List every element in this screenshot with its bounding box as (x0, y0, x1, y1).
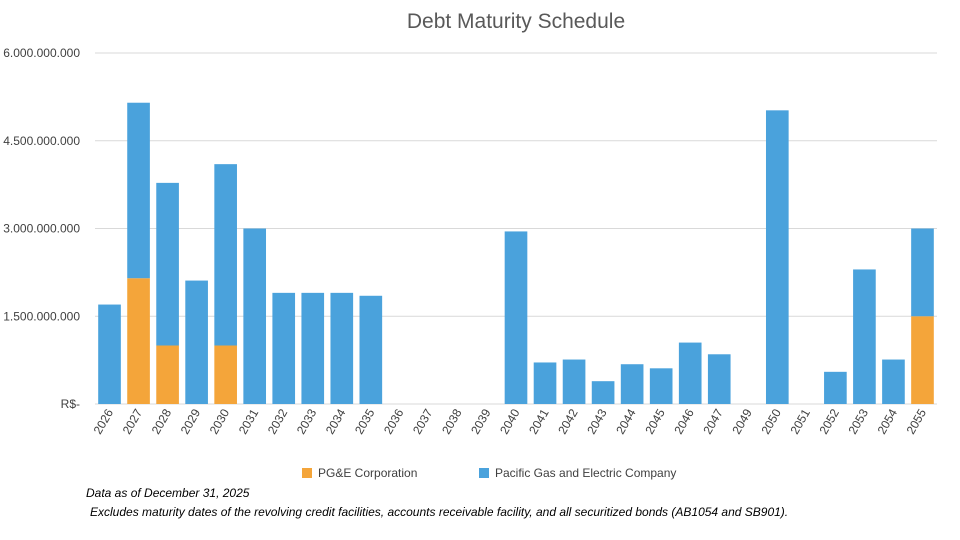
y-tick-label: 6.000.000.000 (3, 46, 80, 60)
bar-pacific-gas-electric-2029 (185, 280, 208, 404)
bar-pacific-gas-electric-2046 (678, 342, 702, 404)
x-tick-label-2031: 2031 (236, 406, 262, 436)
bar-pacific-gas-electric-2030 (214, 164, 237, 346)
x-tick-label-2033: 2033 (294, 406, 320, 436)
bar-pacific-gas-electric-2042 (562, 359, 586, 404)
bar-pacific-gas-electric-2054 (882, 359, 905, 404)
x-tick-label-2037: 2037 (410, 406, 436, 436)
data-date-note: Data as of December 31, 2025 (86, 486, 250, 500)
x-tick-label-2040: 2040 (497, 406, 523, 436)
x-tick-label-2030: 2030 (207, 406, 233, 436)
legend-label-utility: Pacific Gas and Electric Company (495, 466, 677, 480)
bar-pacific-gas-electric-2040 (504, 231, 528, 404)
x-tick-label-2049: 2049 (729, 406, 755, 436)
x-axis-tick-labels: 2026 2027 2028 2029 2030 2031 2032 2033 2034 2035… (91, 406, 930, 436)
bar-pacific-gas-electric-2041 (533, 362, 557, 404)
x-tick-label-2054: 2054 (875, 406, 901, 436)
x-tick-label-2044: 2044 (613, 406, 639, 436)
x-tick-label-2036: 2036 (381, 406, 407, 436)
bar-pge-corporation-2027 (127, 278, 150, 404)
x-tick-label-2045: 2045 (642, 406, 668, 436)
bar-pacific-gas-electric-2045 (649, 368, 673, 404)
x-tick-label-2050: 2050 (758, 406, 784, 436)
bar-pacific-gas-electric-2055 (911, 228, 934, 317)
x-tick-label-2042: 2042 (555, 406, 581, 436)
bar-pacific-gas-electric-2027 (127, 102, 150, 279)
bar-pge-corporation-2030 (214, 345, 237, 404)
y-tick-label: 4.500.000.000 (3, 134, 80, 148)
bar-pacific-gas-electric-2026 (98, 304, 121, 404)
bar-pacific-gas-electric-2031 (243, 228, 267, 404)
x-tick-label-2026: 2026 (91, 406, 117, 436)
bar-pacific-gas-electric-2044 (620, 364, 644, 404)
x-tick-label-2034: 2034 (323, 406, 349, 436)
chart-title: Debt Maturity Schedule (406, 10, 626, 33)
x-tick-label-2028: 2028 (149, 406, 175, 436)
legend-swatch-corporation (302, 468, 312, 478)
y-tick-label: 3.000.000.000 (3, 222, 80, 236)
x-tick-label-2032: 2032 (265, 406, 291, 436)
y-axis-tick-labels: R$- 1.500.000.000 3.000.000.000 4.500.000.0… (3, 46, 80, 411)
x-tick-label-2047: 2047 (700, 406, 726, 436)
x-tick-label-2041: 2041 (526, 406, 552, 436)
bars (98, 102, 934, 404)
x-tick-label-2043: 2043 (584, 406, 610, 436)
legend-swatch-utility (479, 468, 489, 478)
x-tick-label-2055: 2055 (904, 406, 930, 436)
bar-pge-corporation-2055 (911, 316, 934, 404)
bar-pacific-gas-electric-2052 (824, 371, 847, 404)
bar-pacific-gas-electric-2028 (156, 182, 179, 346)
x-tick-label-2029: 2029 (178, 406, 204, 436)
legend-item-corporation: PG&E Corporation (302, 466, 417, 480)
bar-pacific-gas-electric-2032 (272, 292, 296, 404)
y-tick-label: 1.500.000.000 (3, 309, 80, 323)
x-tick-label-2035: 2035 (352, 406, 378, 436)
x-tick-label-2052: 2052 (817, 406, 843, 436)
bar-pacific-gas-electric-2034 (330, 292, 354, 404)
legend-label-corporation: PG&E Corporation (318, 466, 418, 480)
bar-pge-corporation-2028 (156, 345, 179, 404)
y-tick-label: R$- (61, 397, 80, 411)
bar-pacific-gas-electric-2043 (591, 381, 615, 404)
x-tick-label-2051: 2051 (787, 406, 813, 436)
bar-pacific-gas-electric-2035 (359, 295, 383, 404)
exclusions-note: Excludes maturity dates of the revolving… (90, 505, 789, 519)
x-tick-label-2038: 2038 (439, 406, 465, 436)
bar-pacific-gas-electric-2033 (301, 292, 325, 404)
bar-pacific-gas-electric-2047 (707, 354, 731, 404)
bar-pacific-gas-electric-2050 (765, 110, 789, 404)
x-tick-label-2046: 2046 (671, 406, 697, 436)
x-tick-label-2039: 2039 (468, 406, 494, 436)
x-tick-label-2053: 2053 (846, 406, 872, 436)
bar-pacific-gas-electric-2053 (853, 269, 876, 404)
x-tick-label-2027: 2027 (120, 406, 146, 436)
legend-item-utility: Pacific Gas and Electric Company (479, 466, 676, 480)
